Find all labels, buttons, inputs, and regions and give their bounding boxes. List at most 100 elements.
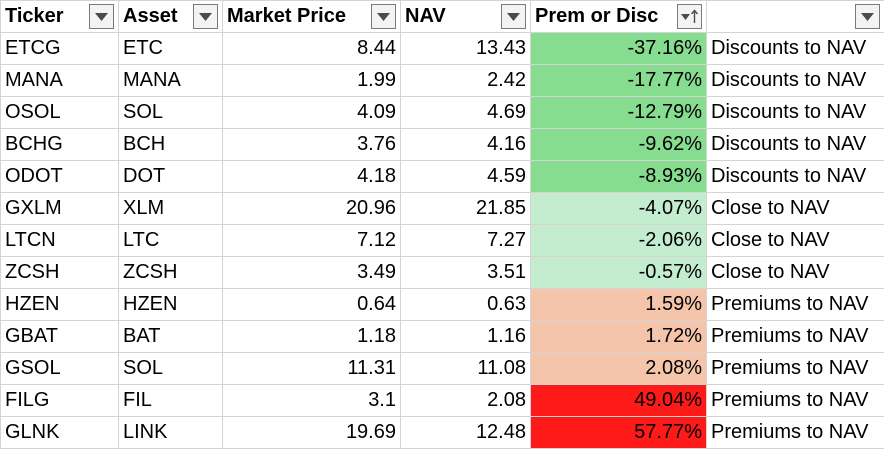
cell-asset[interactable]: LINK xyxy=(118,416,223,449)
cell-prem-disc[interactable]: -9.62% xyxy=(530,128,707,161)
cell-nav[interactable]: 4.16 xyxy=(400,128,531,161)
table-row: GXLM XLM 20.96 21.85 -4.07% Close to NAV xyxy=(0,192,884,225)
cell-prem-disc[interactable]: -37.16% xyxy=(530,32,707,65)
cell-status[interactable]: Premiums to NAV xyxy=(706,288,884,321)
header-nav[interactable]: NAV xyxy=(400,0,531,33)
cell-market-price[interactable]: 11.31 xyxy=(222,352,401,385)
cell-ticker[interactable]: GBAT xyxy=(0,320,119,353)
cell-ticker[interactable]: MANA xyxy=(0,64,119,97)
cell-prem-disc[interactable]: 57.77% xyxy=(530,416,707,449)
header-ticker[interactable]: Ticker xyxy=(0,0,119,33)
cell-prem-disc[interactable]: -17.77% xyxy=(530,64,707,97)
cell-prem-disc[interactable]: -8.93% xyxy=(530,160,707,193)
cell-prem-disc[interactable]: -4.07% xyxy=(530,192,707,225)
cell-asset[interactable]: ETC xyxy=(118,32,223,65)
cell-prem-disc[interactable]: -0.57% xyxy=(530,256,707,289)
cell-nav[interactable]: 13.43 xyxy=(400,32,531,65)
cell-prem-disc[interactable]: -12.79% xyxy=(530,96,707,129)
cell-ticker[interactable]: FILG xyxy=(0,384,119,417)
cell-market-price[interactable]: 8.44 xyxy=(222,32,401,65)
cell-market-price[interactable]: 0.64 xyxy=(222,288,401,321)
cell-status[interactable]: Discounts to NAV xyxy=(706,160,884,193)
cell-status[interactable]: Discounts to NAV xyxy=(706,64,884,97)
cell-asset[interactable]: MANA xyxy=(118,64,223,97)
cell-status[interactable]: Close to NAV xyxy=(706,192,884,225)
cell-nav[interactable]: 21.85 xyxy=(400,192,531,225)
cell-market-price[interactable]: 4.18 xyxy=(222,160,401,193)
filter-dropdown-icon[interactable] xyxy=(193,4,218,29)
cell-status[interactable]: Discounts to NAV xyxy=(706,32,884,65)
cell-nav[interactable]: 3.51 xyxy=(400,256,531,289)
table-row: FILG FIL 3.1 2.08 49.04% Premiums to NAV xyxy=(0,384,884,417)
cell-asset[interactable]: FIL xyxy=(118,384,223,417)
header-status[interactable] xyxy=(706,0,884,33)
header-market-price[interactable]: Market Price xyxy=(222,0,401,33)
header-market-price-label: Market Price xyxy=(227,5,346,27)
cell-status[interactable]: Discounts to NAV xyxy=(706,96,884,129)
cell-ticker[interactable]: ETCG xyxy=(0,32,119,65)
cell-asset[interactable]: SOL xyxy=(118,352,223,385)
cell-status[interactable]: Premiums to NAV xyxy=(706,384,884,417)
cell-asset[interactable]: ZCSH xyxy=(118,256,223,289)
table-row: GBAT BAT 1.18 1.16 1.72% Premiums to NAV xyxy=(0,320,884,353)
cell-asset[interactable]: BCH xyxy=(118,128,223,161)
filter-dropdown-icon[interactable] xyxy=(89,4,114,29)
cell-prem-disc[interactable]: 49.04% xyxy=(530,384,707,417)
sort-ascending-filter-icon[interactable] xyxy=(677,4,702,29)
cell-market-price[interactable]: 19.69 xyxy=(222,416,401,449)
cell-ticker[interactable]: ODOT xyxy=(0,160,119,193)
cell-asset[interactable]: DOT xyxy=(118,160,223,193)
cell-market-price[interactable]: 20.96 xyxy=(222,192,401,225)
cell-nav[interactable]: 7.27 xyxy=(400,224,531,257)
cell-nav[interactable]: 4.69 xyxy=(400,96,531,129)
header-asset-label: Asset xyxy=(123,5,178,27)
cell-status[interactable]: Premiums to NAV xyxy=(706,352,884,385)
cell-asset[interactable]: HZEN xyxy=(118,288,223,321)
cell-market-price[interactable]: 3.1 xyxy=(222,384,401,417)
cell-nav[interactable]: 2.08 xyxy=(400,384,531,417)
cell-prem-disc[interactable]: 2.08% xyxy=(530,352,707,385)
cell-ticker[interactable]: HZEN xyxy=(0,288,119,321)
cell-market-price[interactable]: 3.49 xyxy=(222,256,401,289)
cell-prem-disc[interactable]: -2.06% xyxy=(530,224,707,257)
cell-ticker[interactable]: BCHG xyxy=(0,128,119,161)
cell-status[interactable]: Premiums to NAV xyxy=(706,416,884,449)
cell-ticker[interactable]: GXLM xyxy=(0,192,119,225)
cell-nav[interactable]: 1.16 xyxy=(400,320,531,353)
cell-market-price[interactable]: 1.99 xyxy=(222,64,401,97)
filter-dropdown-icon[interactable] xyxy=(501,4,526,29)
cell-nav[interactable]: 11.08 xyxy=(400,352,531,385)
cell-status[interactable]: Close to NAV xyxy=(706,224,884,257)
filter-dropdown-icon[interactable] xyxy=(371,4,396,29)
header-row: Ticker Asset Market Price NAV xyxy=(0,0,884,33)
header-prem-disc[interactable]: Prem or Disc xyxy=(530,0,707,33)
cell-nav[interactable]: 12.48 xyxy=(400,416,531,449)
cell-ticker[interactable]: GSOL xyxy=(0,352,119,385)
filter-dropdown-icon[interactable] xyxy=(855,4,880,29)
cell-asset[interactable]: XLM xyxy=(118,192,223,225)
cell-ticker[interactable]: OSOL xyxy=(0,96,119,129)
cell-market-price[interactable]: 1.18 xyxy=(222,320,401,353)
cell-prem-disc[interactable]: 1.59% xyxy=(530,288,707,321)
cell-nav[interactable]: 4.59 xyxy=(400,160,531,193)
cell-nav[interactable]: 2.42 xyxy=(400,64,531,97)
table-row: LTCN LTC 7.12 7.27 -2.06% Close to NAV xyxy=(0,224,884,257)
cell-asset[interactable]: SOL xyxy=(118,96,223,129)
cell-ticker[interactable]: ZCSH xyxy=(0,256,119,289)
table-row: ZCSH ZCSH 3.49 3.51 -0.57% Close to NAV xyxy=(0,256,884,289)
cell-ticker[interactable]: GLNK xyxy=(0,416,119,449)
cell-prem-disc[interactable]: 1.72% xyxy=(530,320,707,353)
cell-market-price[interactable]: 3.76 xyxy=(222,128,401,161)
header-asset[interactable]: Asset xyxy=(118,0,223,33)
cell-market-price[interactable]: 7.12 xyxy=(222,224,401,257)
cell-asset[interactable]: BAT xyxy=(118,320,223,353)
cell-status[interactable]: Close to NAV xyxy=(706,256,884,289)
cell-status[interactable]: Premiums to NAV xyxy=(706,320,884,353)
cell-ticker[interactable]: LTCN xyxy=(0,224,119,257)
cell-status[interactable]: Discounts to NAV xyxy=(706,128,884,161)
cell-asset[interactable]: LTC xyxy=(118,224,223,257)
cell-market-price[interactable]: 4.09 xyxy=(222,96,401,129)
cell-nav[interactable]: 0.63 xyxy=(400,288,531,321)
table-row: OSOL SOL 4.09 4.69 -12.79% Discounts to NAV xyxy=(0,96,884,129)
